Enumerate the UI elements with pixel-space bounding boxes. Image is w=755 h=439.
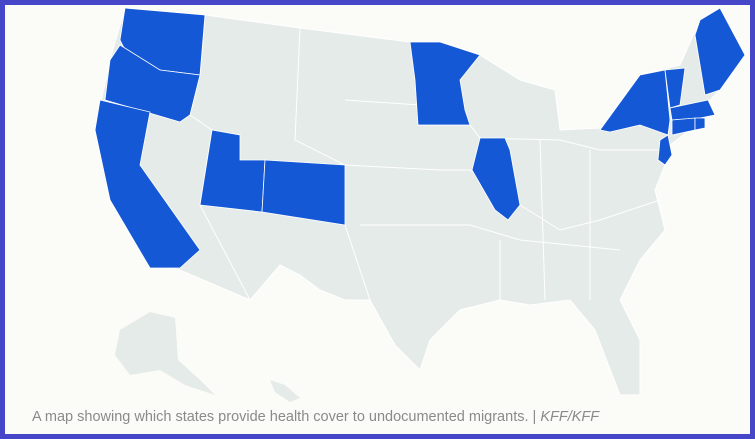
state-colorado <box>261 159 346 226</box>
hawaii <box>270 380 300 402</box>
alaska <box>115 312 215 395</box>
highlighted-states <box>94 7 746 269</box>
state-california <box>94 99 201 269</box>
state-connecticut <box>671 117 696 136</box>
state-maine <box>694 7 746 96</box>
us-base-map <box>94 7 746 402</box>
state-minnesota <box>409 41 481 126</box>
caption-credit: KFF/KFF <box>540 409 600 425</box>
state-oregon <box>104 44 201 123</box>
state-vermont <box>664 67 686 109</box>
map-caption: A map showing which states provide healt… <box>32 409 599 425</box>
caption-text: A map showing which states provide healt… <box>32 409 541 425</box>
state-new-york <box>599 69 671 136</box>
contiguous-us <box>94 7 746 396</box>
state-rhode-island <box>694 117 706 131</box>
state-new-jersey <box>657 134 673 166</box>
state-illinois <box>471 137 521 221</box>
state-massachusetts <box>669 99 716 121</box>
